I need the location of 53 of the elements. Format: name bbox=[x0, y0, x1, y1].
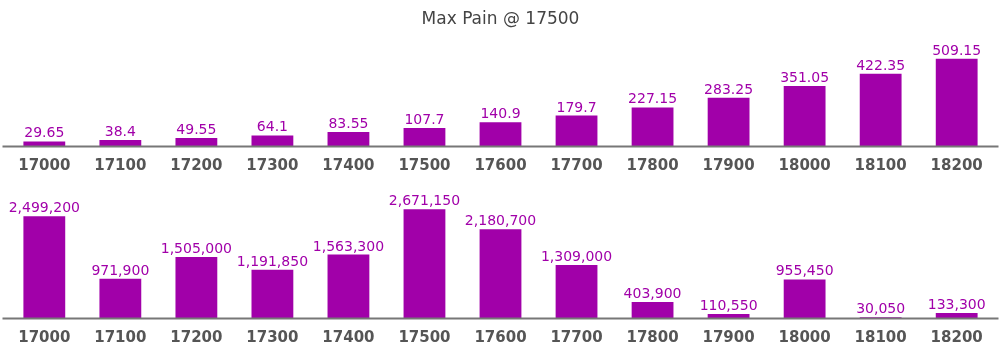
x-tick-label: 17600 bbox=[474, 155, 527, 174]
x-tick-label: 17300 bbox=[246, 327, 299, 346]
x-tick-label: 17900 bbox=[702, 155, 755, 174]
data-label: 110,550 bbox=[699, 296, 758, 313]
x-tick-label: 17800 bbox=[626, 327, 679, 346]
data-label: 283.25 bbox=[704, 80, 754, 97]
x-tick-label: 17400 bbox=[322, 327, 375, 346]
x-tick-label: 18000 bbox=[778, 155, 831, 174]
data-label: 509.15 bbox=[932, 41, 982, 58]
x-tick-label: 17000 bbox=[18, 155, 71, 174]
data-label: 422.35 bbox=[856, 56, 906, 73]
x-tick-label: 17100 bbox=[94, 155, 147, 174]
data-label: 227.15 bbox=[628, 90, 678, 107]
x-tick-label: 18200 bbox=[930, 155, 983, 174]
data-label: 1,505,000 bbox=[160, 239, 233, 256]
x-tick-label: 17200 bbox=[170, 155, 223, 174]
x-tick-label: 17600 bbox=[474, 327, 527, 346]
x-tick-label: 17300 bbox=[246, 155, 299, 174]
x-tick-label: 17400 bbox=[322, 155, 375, 174]
x-tick-label: 17700 bbox=[550, 327, 603, 346]
data-label: 1,563,300 bbox=[312, 237, 385, 254]
x-tick-label: 17700 bbox=[550, 155, 603, 174]
data-label: 179.7 bbox=[556, 98, 597, 115]
data-label: 64.1 bbox=[256, 118, 288, 135]
data-label: 1,191,850 bbox=[236, 252, 309, 269]
data-label: 29.65 bbox=[24, 124, 65, 141]
x-tick-label: 18100 bbox=[854, 155, 907, 174]
data-label: 140.9 bbox=[480, 105, 521, 122]
data-label: 2,499,200 bbox=[8, 199, 80, 216]
data-label: 1,309,000 bbox=[540, 247, 613, 264]
data-label: 49.55 bbox=[176, 120, 217, 137]
x-tick-label: 17200 bbox=[170, 327, 223, 346]
x-tick-label: 18200 bbox=[930, 327, 983, 346]
data-label: 955,450 bbox=[775, 262, 834, 279]
data-label: 2,180,700 bbox=[464, 212, 537, 229]
data-label: 133,300 bbox=[927, 296, 986, 313]
data-label: 30,050 bbox=[856, 300, 906, 317]
x-tick-label: 17500 bbox=[398, 327, 451, 346]
x-tick-label: 18000 bbox=[778, 327, 831, 346]
x-tick-label: 18100 bbox=[854, 327, 907, 346]
data-label: 38.4 bbox=[104, 122, 137, 139]
x-tick-label: 17800 bbox=[626, 155, 679, 174]
x-tick-label: 17900 bbox=[702, 327, 755, 346]
x-tick-label: 17500 bbox=[398, 155, 451, 174]
x-tick-label: 17000 bbox=[18, 327, 71, 346]
data-label: 83.55 bbox=[328, 115, 369, 132]
chart-title: Max Pain @ 17500 bbox=[421, 7, 580, 28]
x-tick-label: 17100 bbox=[94, 327, 147, 346]
data-label: 2,671,150 bbox=[388, 192, 461, 209]
data-label: 403,900 bbox=[623, 284, 682, 301]
data-label: 351.05 bbox=[780, 69, 830, 86]
data-label: 107.7 bbox=[404, 110, 445, 127]
data-label: 971,900 bbox=[91, 261, 150, 278]
